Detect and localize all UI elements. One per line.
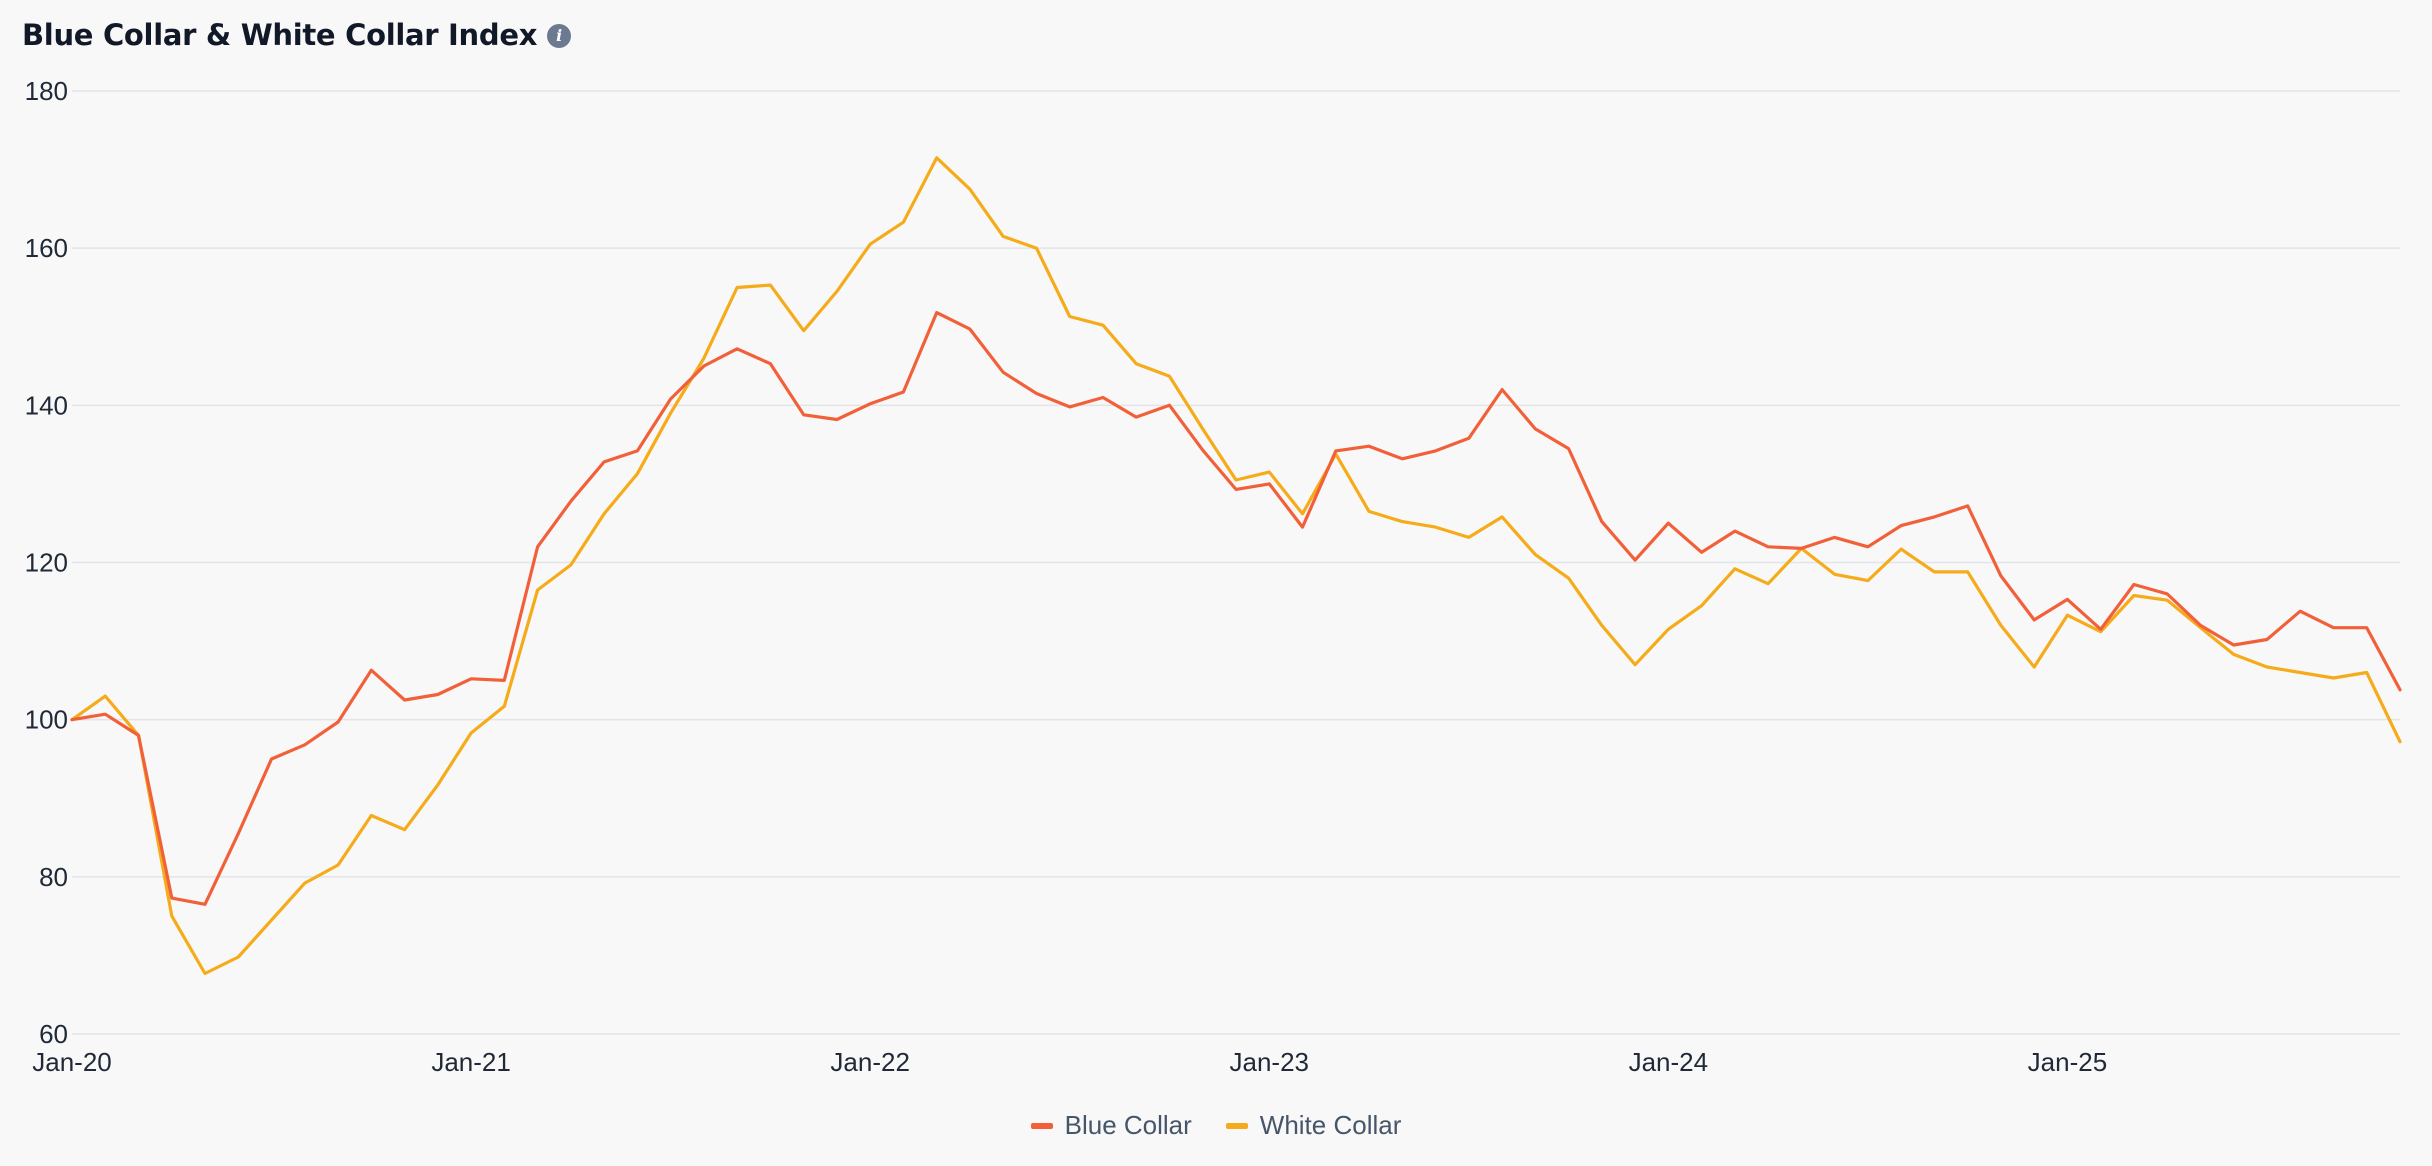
- legend-swatch-white-collar: [1225, 1122, 1248, 1129]
- x-tick-label: Jan-23: [1230, 1047, 1310, 1077]
- chart-title: Blue Collar & White Collar Index: [22, 18, 538, 52]
- legend-swatch-blue-collar: [1030, 1122, 1053, 1129]
- y-tick-label: 80: [39, 862, 68, 892]
- legend-label-white-collar: White Collar: [1259, 1110, 1402, 1140]
- legend-item-blue-collar[interactable]: Blue Collar: [1030, 1110, 1192, 1141]
- y-tick-label: 120: [25, 548, 68, 578]
- x-tick-label: Jan-25: [2028, 1047, 2108, 1077]
- series-line-blue-collar: [70, 311, 2402, 906]
- legend-item-white-collar[interactable]: White Collar: [1225, 1110, 1402, 1141]
- x-tick-label: Jan-21: [431, 1047, 511, 1077]
- chart-legend: Blue Collar White Collar: [0, 1110, 2432, 1141]
- info-icon[interactable]: i: [547, 24, 572, 48]
- chart-header: Blue Collar & White Collar Index i: [22, 18, 572, 52]
- series-line-white-collar: [70, 156, 2402, 976]
- line-chart: 60 80 100 120 140 160 180 Jan-20 Jan-21 Jan-22 Jan…: [25, 76, 2402, 1077]
- y-tick-label: 60: [39, 1019, 68, 1049]
- x-tick-label: Jan-20: [32, 1047, 112, 1077]
- y-tick-label: 140: [25, 390, 68, 420]
- y-tick-label: 100: [25, 705, 68, 735]
- y-tick-label: 180: [25, 76, 68, 106]
- y-tick-label: 160: [25, 233, 68, 263]
- legend-label-blue-collar: Blue Collar: [1064, 1110, 1192, 1140]
- x-tick-label: Jan-24: [1629, 1047, 1709, 1077]
- x-tick-label: Jan-22: [830, 1047, 910, 1077]
